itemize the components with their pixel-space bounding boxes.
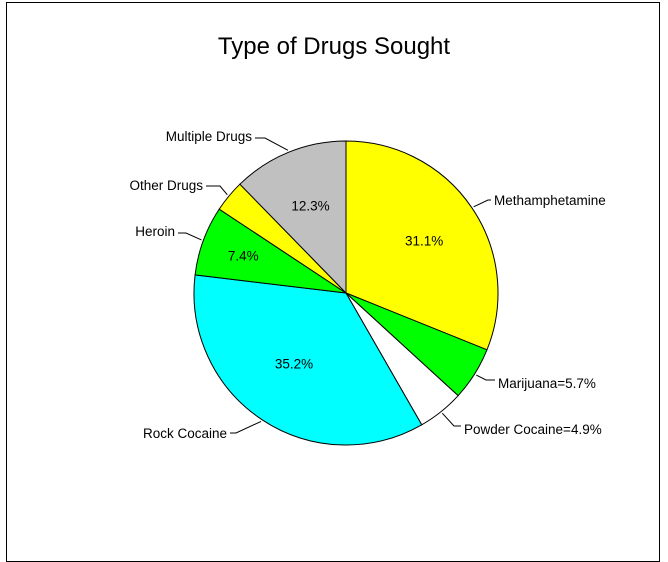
slice-label-multiple-drugs: Multiple Drugs xyxy=(166,129,253,144)
pie-slice-rock-cocaine xyxy=(193,274,423,446)
chart-title: Type of Drugs Sought xyxy=(217,33,451,60)
leader-line xyxy=(473,199,491,208)
leader-line xyxy=(178,232,202,241)
slice-percent-label: 31.1% xyxy=(405,233,443,248)
slice-label-heroin: Heroin xyxy=(135,224,175,239)
slice-percent-label: 7.4% xyxy=(228,248,259,263)
slice-label-rock-cocaine: Rock Cocaine xyxy=(143,426,227,441)
leader-line xyxy=(476,374,495,381)
pie-slice-methamphetamine xyxy=(345,140,499,351)
slice-label-other-drugs: Other Drugs xyxy=(129,178,203,193)
slice-label-powder-cocaine: Powder Cocaine=4.9% xyxy=(464,422,602,437)
slice-percent-label: 12.3% xyxy=(291,199,329,214)
slice-label-methamphetamine: Methamphetamine xyxy=(494,193,606,208)
slice-percent-label: 35.2% xyxy=(275,357,313,372)
slice-label-marijuana: Marijuana=5.7% xyxy=(498,376,596,391)
pie-slice-multiple-drugs xyxy=(239,140,347,295)
leader-line xyxy=(441,412,461,427)
pie-chart: 31.1% Methamphetamine Marijuana=5.7% Powder… xyxy=(129,129,606,446)
leader-line xyxy=(255,137,289,151)
leader-line xyxy=(206,185,228,196)
leader-line xyxy=(230,420,262,434)
